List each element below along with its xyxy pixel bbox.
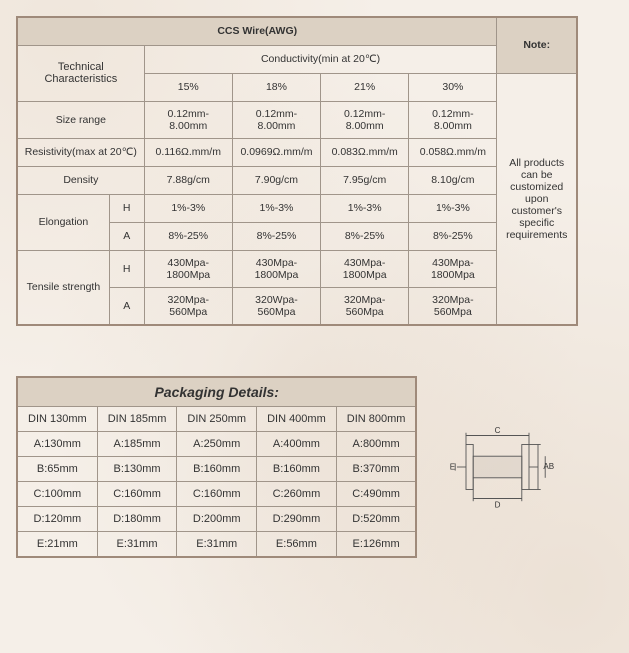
- note-text: All products can be customized upon cust…: [497, 73, 577, 325]
- cell: 1%-3%: [409, 194, 497, 222]
- sub-H: H: [109, 194, 144, 222]
- packaging-table: Packaging Details: DIN 130mm DIN 185mm D…: [16, 376, 417, 558]
- tech-char-label: Technical Characteristics: [17, 45, 144, 101]
- cell: 0.12mm-8.00mm: [232, 101, 320, 138]
- cell: C:160mm: [177, 481, 257, 506]
- col-15: 15%: [144, 73, 232, 101]
- diagram-label-c: C: [495, 425, 501, 434]
- diagram-label-e: E: [450, 462, 456, 471]
- cell: 430Mpa-1800Mpa: [232, 250, 320, 287]
- conductivity-header: Conductivity(min at 20℃): [144, 45, 497, 73]
- col-head: DIN 400mm: [257, 406, 337, 431]
- table-row: B:65mmB:130mmB:160mmB:160mmB:370mm: [17, 456, 416, 481]
- cell: E:56mm: [257, 531, 337, 557]
- cell: 0.12mm-8.00mm: [409, 101, 497, 138]
- tensile-label: Tensile strength: [17, 250, 109, 325]
- cell: A:130mm: [17, 431, 97, 456]
- cell: 8%-25%: [321, 222, 409, 250]
- col-21: 21%: [321, 73, 409, 101]
- col-head: DIN 250mm: [177, 406, 257, 431]
- cell: 8%-25%: [232, 222, 320, 250]
- cell: 1%-3%: [232, 194, 320, 222]
- cell: C:160mm: [97, 481, 177, 506]
- cell: 320Mpa-560Mpa: [144, 287, 232, 325]
- col-head: DIN 185mm: [97, 406, 177, 431]
- cell: 320Mpa-560Mpa: [321, 287, 409, 325]
- cell: 1%-3%: [321, 194, 409, 222]
- cell: 0.058Ω.mm/m: [409, 138, 497, 166]
- cell: D:120mm: [17, 506, 97, 531]
- cell: 0.083Ω.mm/m: [321, 138, 409, 166]
- note-header: Note:: [497, 17, 577, 73]
- cell: 430Mpa-1800Mpa: [144, 250, 232, 287]
- sub-H: H: [109, 250, 144, 287]
- cell: 7.90g/cm: [232, 166, 320, 194]
- cell: E:31mm: [177, 531, 257, 557]
- cell: 0.12mm-8.00mm: [144, 101, 232, 138]
- col-head: DIN 130mm: [17, 406, 97, 431]
- cell: 7.95g/cm: [321, 166, 409, 194]
- table-row: E:21mmE:31mmE:31mmE:56mmE:126mm: [17, 531, 416, 557]
- sub-A: A: [109, 222, 144, 250]
- cell: A:400mm: [257, 431, 337, 456]
- cell: C:260mm: [257, 481, 337, 506]
- cell: 0.12mm-8.00mm: [321, 101, 409, 138]
- cell: 8%-25%: [409, 222, 497, 250]
- table-row: A:130mmA:185mmA:250mmA:400mmA:800mm: [17, 431, 416, 456]
- cell: B:130mm: [97, 456, 177, 481]
- resistivity-label: Resistivity(max at 20℃): [17, 138, 144, 166]
- table-row: Size range 0.12mm-8.00mm 0.12mm-8.00mm 0…: [17, 101, 577, 138]
- size-range-label: Size range: [17, 101, 144, 138]
- cell: B:160mm: [257, 456, 337, 481]
- cell: 8.10g/cm: [409, 166, 497, 194]
- spool-diagram: C D A B E: [447, 422, 557, 512]
- table-row: Tensile strength H 430Mpa-1800Mpa 430Mpa…: [17, 250, 577, 287]
- cell: E:126mm: [336, 531, 416, 557]
- cell: 430Mpa-1800Mpa: [321, 250, 409, 287]
- cell: 1%-3%: [144, 194, 232, 222]
- ccs-title: CCS Wire(AWG): [17, 17, 497, 45]
- cell: D:520mm: [336, 506, 416, 531]
- cell: A:185mm: [97, 431, 177, 456]
- cell: E:21mm: [17, 531, 97, 557]
- cell: 320Mpa-560Mpa: [409, 287, 497, 325]
- cell: 320Wpa-560Mpa: [232, 287, 320, 325]
- cell: E:31mm: [97, 531, 177, 557]
- col-30: 30%: [409, 73, 497, 101]
- cell: 0.116Ω.mm/m: [144, 138, 232, 166]
- cell: D:200mm: [177, 506, 257, 531]
- table-row: DIN 130mm DIN 185mm DIN 250mm DIN 400mm …: [17, 406, 416, 431]
- sub-A: A: [109, 287, 144, 325]
- cell: B:65mm: [17, 456, 97, 481]
- cell: D:180mm: [97, 506, 177, 531]
- cell: C:490mm: [336, 481, 416, 506]
- cell: A:250mm: [177, 431, 257, 456]
- table-row: Resistivity(max at 20℃) 0.116Ω.mm/m 0.09…: [17, 138, 577, 166]
- cell: C:100mm: [17, 481, 97, 506]
- elongation-label: Elongation: [17, 194, 109, 250]
- diagram-label-b: B: [549, 461, 554, 470]
- ccs-wire-table: CCS Wire(AWG) Note: Technical Characteri…: [16, 16, 578, 326]
- table-row: C:100mmC:160mmC:160mmC:260mmC:490mm: [17, 481, 416, 506]
- table-row: D:120mmD:180mmD:200mmD:290mmD:520mm: [17, 506, 416, 531]
- cell: 430Mpa-1800Mpa: [409, 250, 497, 287]
- table-row: Density 7.88g/cm 7.90g/cm 7.95g/cm 8.10g…: [17, 166, 577, 194]
- cell: 0.0969Ω.mm/m: [232, 138, 320, 166]
- packaging-title: Packaging Details:: [17, 377, 416, 407]
- table-row: Elongation H 1%-3% 1%-3% 1%-3% 1%-3%: [17, 194, 577, 222]
- cell: A:800mm: [336, 431, 416, 456]
- cell: 7.88g/cm: [144, 166, 232, 194]
- cell: B:160mm: [177, 456, 257, 481]
- col-head: DIN 800mm: [336, 406, 416, 431]
- col-18: 18%: [232, 73, 320, 101]
- cell: D:290mm: [257, 506, 337, 531]
- cell: B:370mm: [336, 456, 416, 481]
- density-label: Density: [17, 166, 144, 194]
- cell: 8%-25%: [144, 222, 232, 250]
- diagram-label-d: D: [495, 500, 501, 509]
